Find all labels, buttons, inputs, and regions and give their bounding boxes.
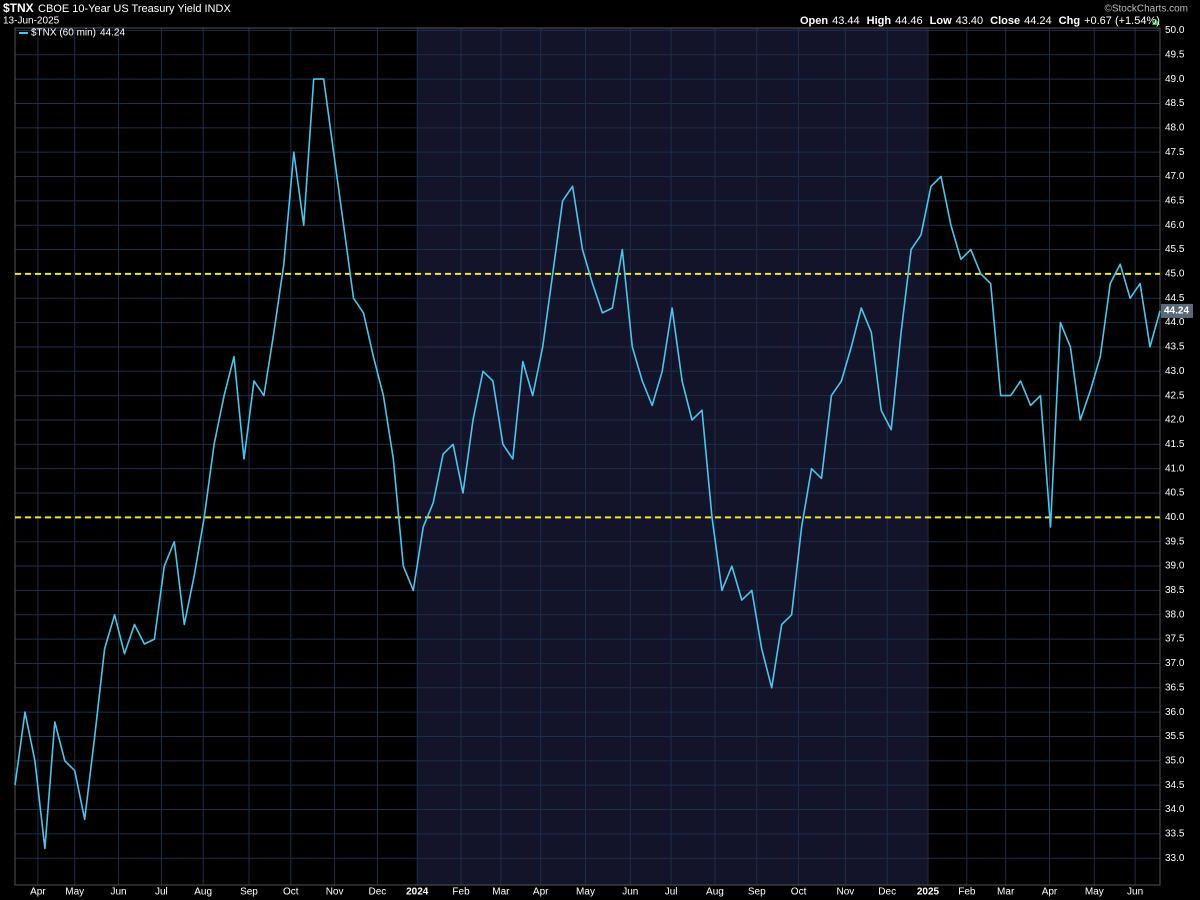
x-tick-label: 2024: [406, 887, 429, 898]
x-tick-label: Oct: [283, 887, 299, 898]
x-tick-label: Oct: [791, 887, 807, 898]
y-tick-label: 46.0: [1165, 220, 1185, 231]
y-tick-label: 40.0: [1165, 512, 1185, 523]
x-tick-label: Dec: [369, 887, 387, 898]
x-tick-label: Jul: [155, 887, 168, 898]
x-tick-label: Apr: [1042, 887, 1058, 898]
y-tick-label: 42.0: [1165, 415, 1185, 426]
y-tick-label: 33.5: [1165, 829, 1185, 840]
y-tick-label: 49.0: [1165, 74, 1185, 85]
legend-label: $TNX (60 min): [31, 28, 96, 39]
x-tick-label: Jun: [1127, 887, 1143, 898]
x-tick-label: May: [576, 887, 595, 898]
y-tick-label: 43.0: [1165, 366, 1185, 377]
x-tick-label: May: [1085, 887, 1104, 898]
y-tick-label: 44.0: [1165, 317, 1185, 328]
y-tick-label: 48.5: [1165, 98, 1185, 109]
year-shade: [417, 28, 929, 885]
x-tick-label: Aug: [706, 887, 724, 898]
x-tick-label: Jun: [110, 887, 126, 898]
stat-value: 43.44: [832, 15, 860, 27]
plot-frame: [14, 27, 1161, 886]
x-tick-label: Apr: [30, 887, 46, 898]
y-tick-label: 37.5: [1165, 634, 1185, 645]
stat-label: Low: [930, 15, 952, 27]
y-tick-label: 34.0: [1165, 804, 1185, 815]
stat-value: 44.24: [1024, 15, 1052, 27]
credit: ©StockCharts.com: [1104, 4, 1188, 15]
stat-label: Close: [990, 15, 1020, 27]
x-tick-label: Mar: [997, 887, 1015, 898]
y-tick-label: 45.0: [1165, 269, 1185, 280]
x-tick-label: Aug: [194, 887, 212, 898]
band-layer: [417, 28, 929, 885]
stat-label: High: [867, 15, 892, 27]
x-tick-label: Jul: [665, 887, 678, 898]
last-value-label: 44.24: [1164, 306, 1189, 317]
y-tick-label: 38.0: [1165, 609, 1185, 620]
stat-value: 44.46: [895, 15, 923, 27]
y-tick-label: 35.5: [1165, 731, 1185, 742]
up-arrow: [1152, 19, 1160, 25]
x-tick-label: Mar: [492, 887, 510, 898]
y-tick-label: 39.0: [1165, 561, 1185, 572]
last-value-box: [1161, 303, 1193, 318]
chart-subtitle: CBOE 10-Year US Treasury Yield INDX: [38, 3, 231, 15]
stat-value: +0.67 (+1.54%): [1084, 15, 1160, 27]
y-tick-label: 41.5: [1165, 439, 1185, 450]
x-tick-label: Apr: [533, 887, 549, 898]
x-tick-label: Sep: [240, 887, 258, 898]
x-tick-label: Jun: [622, 887, 638, 898]
y-tick-label: 43.5: [1165, 342, 1185, 353]
stat-label: Chg: [1059, 15, 1080, 27]
y-tick-label: 47.5: [1165, 147, 1185, 158]
x-tick-label: Feb: [452, 887, 470, 898]
y-tick-label: 37.0: [1165, 658, 1185, 669]
y-tick-label: 38.5: [1165, 585, 1185, 596]
y-tick-label: 40.5: [1165, 488, 1185, 499]
y-tick-label: 48.0: [1165, 122, 1185, 133]
x-tick-label: Feb: [958, 887, 976, 898]
chart-date: 13-Jun-2025: [3, 16, 60, 27]
y-tick-label: 36.0: [1165, 707, 1185, 718]
stat-value: 43.40: [956, 15, 984, 27]
x-tick-label: May: [65, 887, 84, 898]
y-tick-label: 42.5: [1165, 390, 1185, 401]
stat-label: Open: [800, 15, 828, 27]
y-tick-label: 33.0: [1165, 853, 1185, 864]
y-tick-label: 39.5: [1165, 536, 1185, 547]
x-tick-label: 2025: [917, 887, 940, 898]
x-tick-label: Dec: [878, 887, 896, 898]
y-tick-label: 35.0: [1165, 755, 1185, 766]
y-tick-label: 41.0: [1165, 463, 1185, 474]
y-tick-label: 45.5: [1165, 244, 1185, 255]
x-tick-label: Nov: [326, 887, 344, 898]
y-tick-label: 46.5: [1165, 196, 1185, 207]
y-tick-label: 49.5: [1165, 49, 1185, 60]
chart-title: $TNX: [3, 1, 34, 15]
x-tick-label: Nov: [836, 887, 854, 898]
y-tick-label: 44.5: [1165, 293, 1185, 304]
x-tick-label: Sep: [748, 887, 766, 898]
legend-value: 44.24: [100, 28, 125, 39]
y-tick-label: 36.5: [1165, 682, 1185, 693]
y-tick-label: 50.0: [1165, 25, 1185, 36]
y-tick-label: 34.5: [1165, 780, 1185, 791]
y-tick-label: 47.0: [1165, 171, 1185, 182]
price-line: [14, 78, 1161, 850]
grid-layer: [15, 28, 1160, 885]
